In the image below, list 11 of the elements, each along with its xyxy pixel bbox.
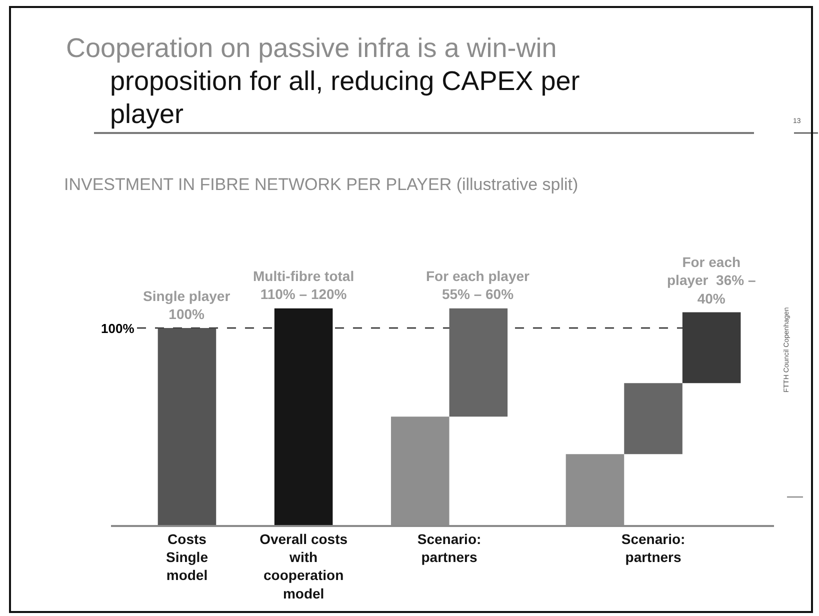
chart-title: Cooperation on passive infra is a win-win proposition for all, reducing CAPEX per player	[66, 33, 580, 129]
chart-subtitle: INVESTMENT IN FIBRE NETWORK PER PLAYER (illustrative split)	[64, 175, 578, 194]
x-tick-label: Costs Single model	[166, 530, 208, 584]
data-label: Single player 100%	[143, 288, 231, 322]
data-label: For each player 55% – 60%	[426, 268, 530, 302]
x-tick-label: Scenario: partners	[621, 530, 686, 565]
ref-line-label: 100%	[101, 321, 135, 336]
x-tick-label: Overall costs with cooperation model	[260, 530, 348, 602]
data-label: Multi-fibre total 110% – 120%	[253, 268, 354, 302]
data-label: For each player 36% – 40%	[667, 254, 756, 306]
x-tick-label: Scenario: partners	[417, 530, 482, 565]
